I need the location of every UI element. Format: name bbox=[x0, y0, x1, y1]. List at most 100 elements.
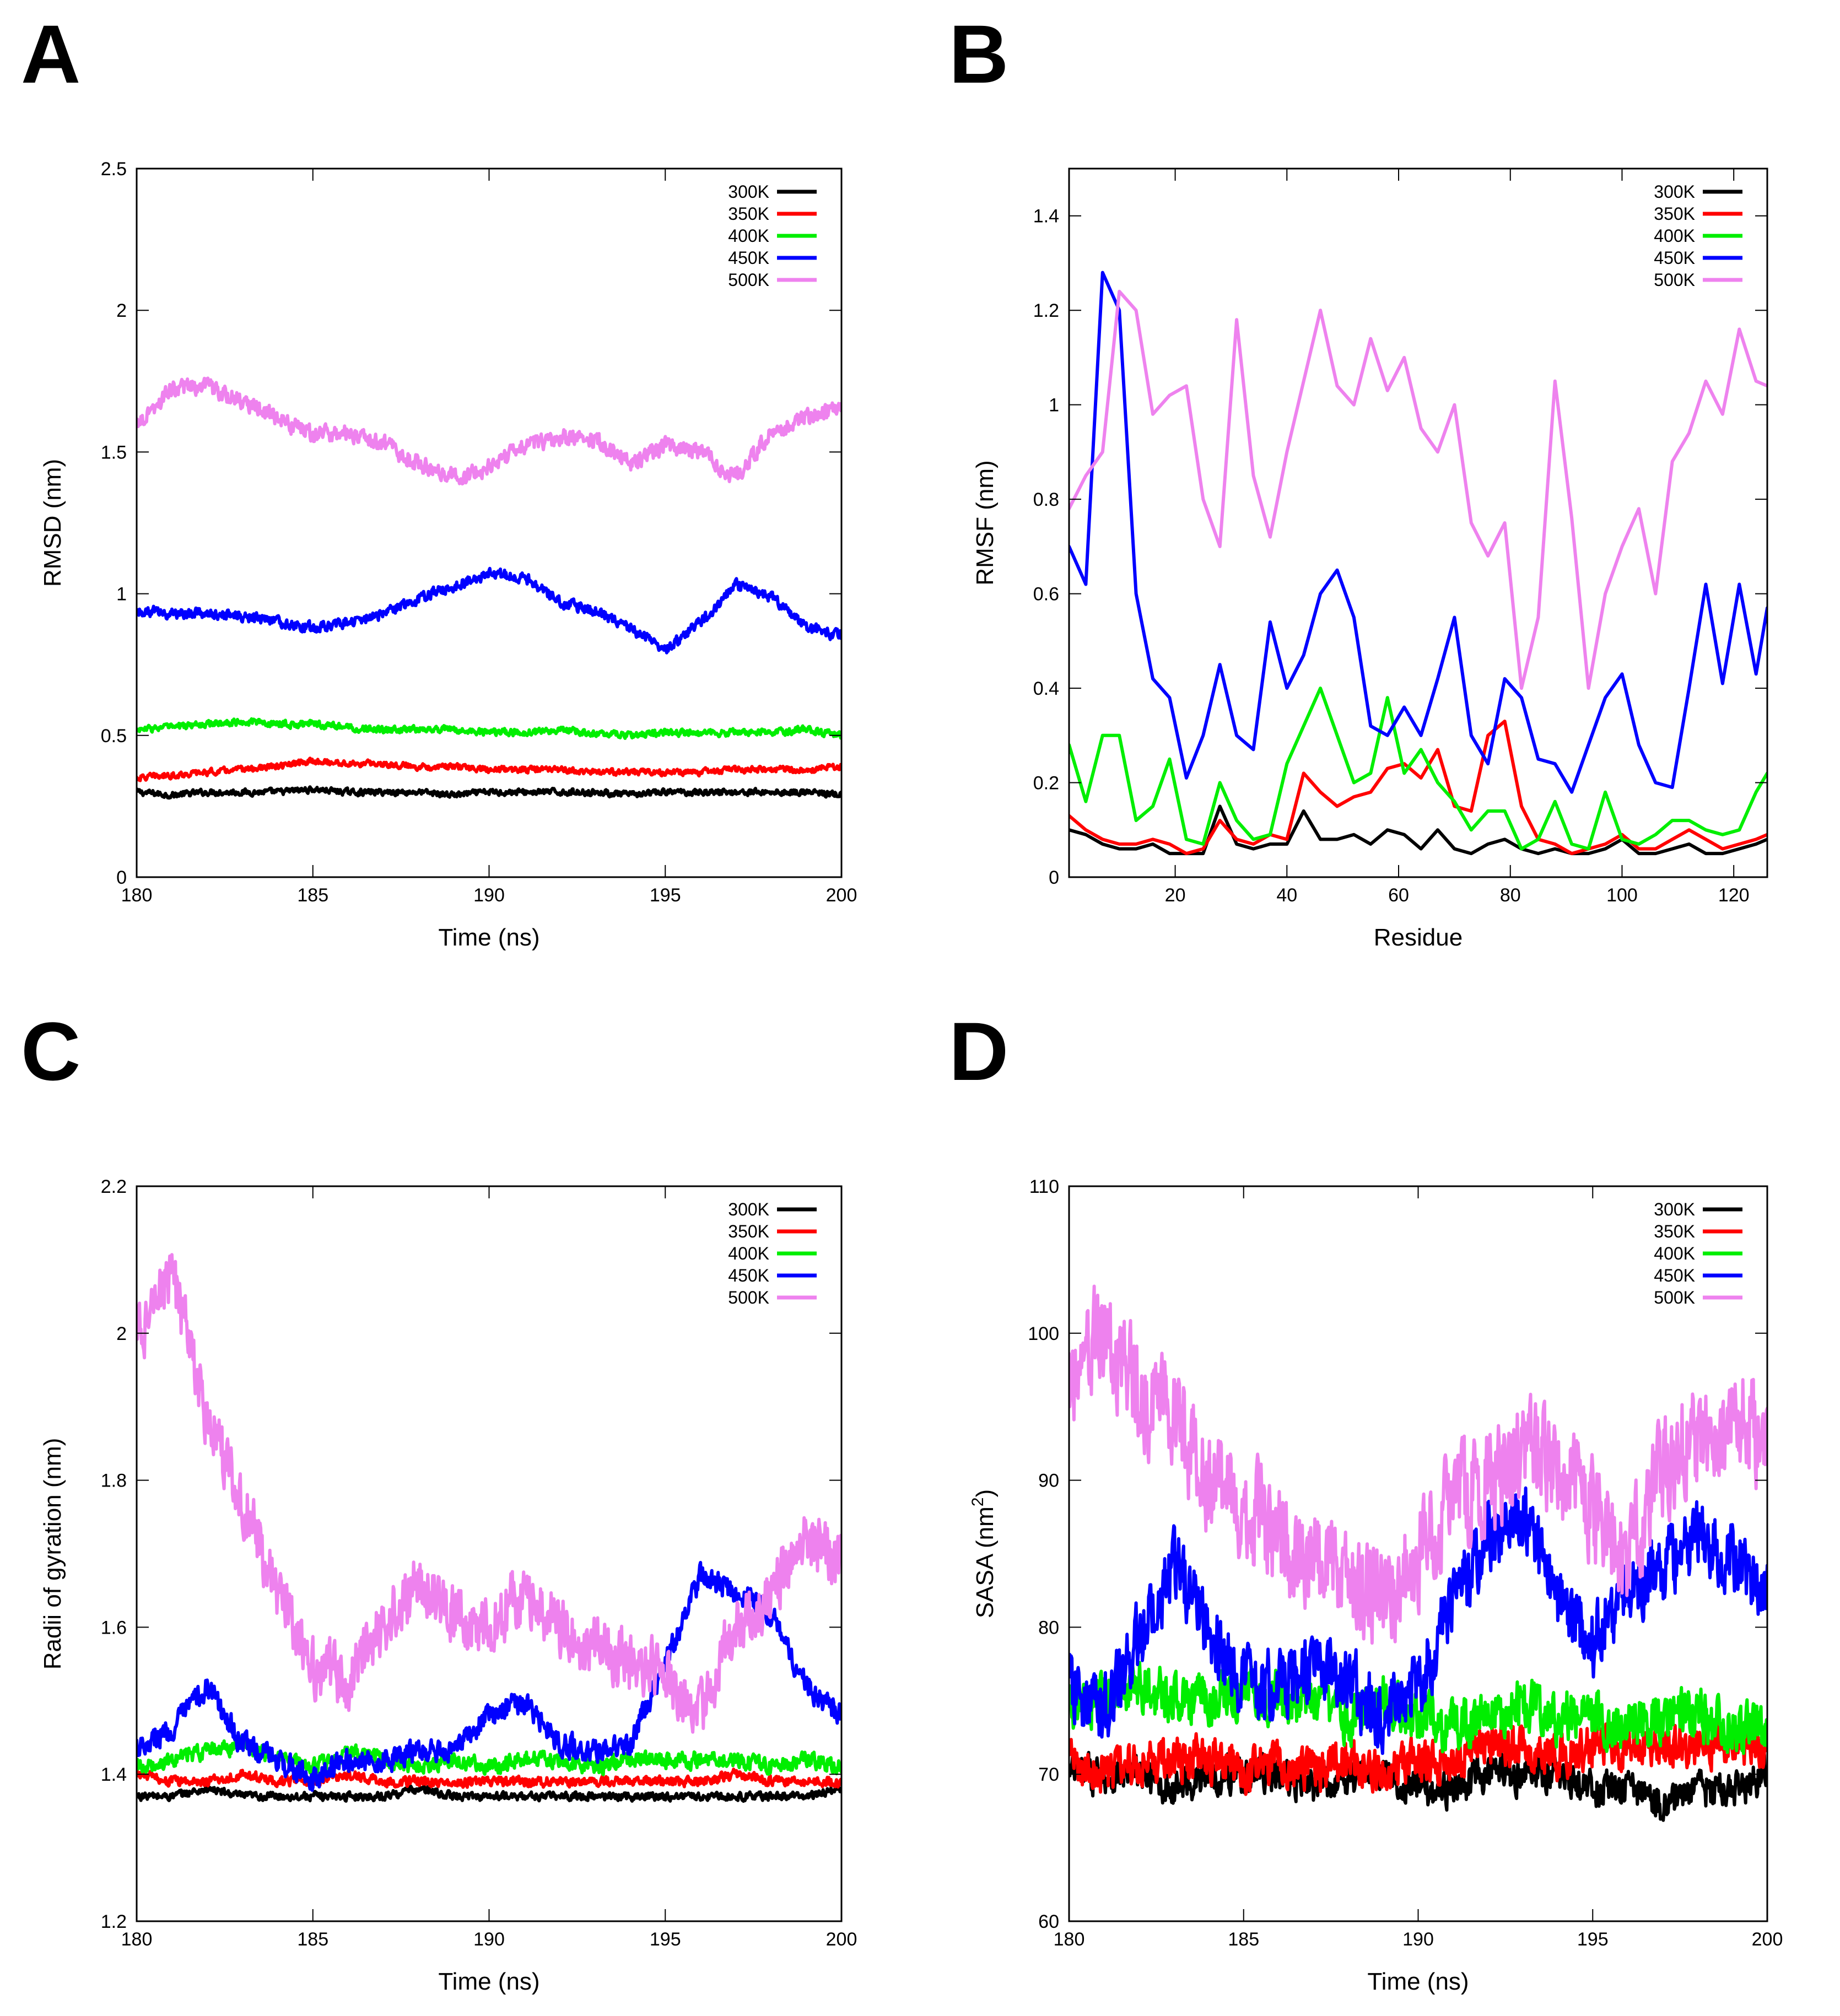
y-tick-label: 1.4 bbox=[1033, 206, 1059, 227]
y-tick-label: 2.5 bbox=[101, 159, 127, 180]
y-axis-title-text: RMSF (nm) bbox=[972, 460, 999, 585]
plot-traces bbox=[1069, 271, 1767, 856]
y-tick-label: 1.8 bbox=[101, 1471, 127, 1491]
panel-c: C 180 185 190 195 200 1.2 1.4 1.6 1.8 2 2.2 Time (n… bbox=[21, 1005, 857, 1995]
legend-label: 450K bbox=[728, 248, 769, 268]
legend-label: 350K bbox=[728, 1222, 769, 1241]
legend-label: 350K bbox=[1654, 204, 1695, 224]
plot-frame bbox=[1068, 167, 1768, 878]
y-tick-label: 0 bbox=[1049, 867, 1059, 888]
x-axis-title: Time (ns) bbox=[1367, 1968, 1469, 1995]
y-axis-title-text: SASA (nm bbox=[972, 1506, 999, 1618]
legend-entry-500k: 500K bbox=[1654, 1288, 1742, 1307]
series-line-450k bbox=[137, 566, 841, 655]
y-tick-label: 90 bbox=[1038, 1471, 1059, 1491]
legend-entry-300k: 300K bbox=[1654, 1199, 1742, 1219]
y-axis-title-superscript: 2 bbox=[969, 1498, 987, 1507]
series-line-500k bbox=[1069, 1284, 1767, 1645]
legend-entry-300k: 300K bbox=[728, 182, 817, 202]
x-tick-label: 190 bbox=[473, 885, 505, 906]
series-line-450k bbox=[137, 1561, 841, 1792]
legend-label: 500K bbox=[1654, 1288, 1695, 1307]
x-tick-label: 190 bbox=[1402, 1929, 1434, 1950]
y-axis-title: RMSD (nm) bbox=[39, 459, 66, 587]
y-tick-label: 1.2 bbox=[101, 1911, 127, 1932]
x-tick-label: 180 bbox=[121, 885, 153, 906]
panel-d: D 180 185 190 195 200 60 70 80 90 100 110 Time (ns)… bbox=[949, 1005, 1783, 1995]
y-tick-label: 0.5 bbox=[101, 726, 127, 747]
y-axis-title: RMSF (nm) bbox=[972, 460, 999, 585]
legend-label: 500K bbox=[728, 1288, 769, 1307]
y-tick-label: 2 bbox=[116, 1323, 127, 1344]
legend-entry-350k: 350K bbox=[728, 204, 817, 224]
plot-traces bbox=[137, 1253, 841, 1803]
panel-letter-c: C bbox=[21, 1005, 80, 1098]
legend-entry-400k: 400K bbox=[728, 1244, 817, 1263]
y-tick-label: 1.2 bbox=[1033, 300, 1059, 321]
legend-entry-300k: 300K bbox=[728, 1199, 817, 1219]
legend-entry-450k: 450K bbox=[1654, 248, 1742, 268]
x-tick-label: 195 bbox=[650, 1929, 681, 1950]
y-tick-label: 60 bbox=[1038, 1911, 1059, 1932]
y-axis-title-text: Radii of gyration (nm) bbox=[39, 1438, 66, 1670]
series-line-300k bbox=[137, 1784, 841, 1803]
x-axis-title: Residue bbox=[1374, 924, 1463, 951]
chart-b: 20 40 60 80 100 120 0 0.2 0.4 0.6 0.8 1 1.2 1.4 Residu… bbox=[972, 167, 1768, 951]
legend-label: 400K bbox=[1654, 226, 1695, 246]
legend-label: 500K bbox=[728, 270, 769, 290]
y-tick-label: 0.8 bbox=[1033, 489, 1059, 510]
y-tick-label: 80 bbox=[1038, 1617, 1059, 1638]
y-tick-label: 0 bbox=[116, 867, 127, 888]
x-tick-label: 200 bbox=[826, 885, 857, 906]
x-tick-label: 185 bbox=[297, 1929, 328, 1950]
y-tick-label: 1.6 bbox=[101, 1617, 127, 1638]
series-line-500k bbox=[137, 1253, 841, 1734]
legend-label: 500K bbox=[1654, 270, 1695, 290]
legend-entry-450k: 450K bbox=[728, 248, 817, 268]
x-tick-label: 195 bbox=[1577, 1929, 1609, 1950]
series-line-500k bbox=[137, 376, 841, 486]
plot-traces bbox=[1069, 1284, 1767, 1822]
legend-label: 300K bbox=[1654, 182, 1695, 202]
legend-label: 450K bbox=[1654, 248, 1695, 268]
x-tick-label: 180 bbox=[1054, 1929, 1085, 1950]
legend-entry-400k: 400K bbox=[1654, 1244, 1742, 1263]
y-axis-title-text: RMSD (nm) bbox=[39, 459, 66, 587]
panel-letter-a: A bbox=[21, 8, 80, 100]
x-axis-title: Time (ns) bbox=[438, 924, 539, 951]
legend-entry-450k: 450K bbox=[728, 1266, 817, 1285]
y-axis-title-suffix: ) bbox=[972, 1489, 999, 1498]
legend-label: 400K bbox=[728, 226, 769, 246]
y-axis-title: SASA (nm2) bbox=[969, 1489, 999, 1618]
chart-d: 180 185 190 195 200 60 70 80 90 100 110 Time (ns) SA… bbox=[969, 1176, 1783, 1995]
y-tick-label: 2 bbox=[116, 300, 127, 321]
series-line-450k bbox=[1069, 271, 1767, 794]
x-tick-label: 100 bbox=[1606, 885, 1638, 906]
legend-label: 300K bbox=[1654, 1199, 1695, 1219]
legend-entry-500k: 500K bbox=[1654, 270, 1742, 290]
x-tick-label: 60 bbox=[1388, 885, 1409, 906]
y-tick-label: 1 bbox=[1049, 395, 1059, 416]
x-tick-label: 120 bbox=[1718, 885, 1750, 906]
y-tick-label: 1.5 bbox=[101, 442, 127, 463]
legend-label: 400K bbox=[728, 1244, 769, 1263]
panel-letter-b: B bbox=[949, 8, 1008, 100]
legend: 300K 350K 400K 450K 500K bbox=[728, 1199, 817, 1307]
series-line-350k bbox=[137, 756, 841, 782]
x-tick-label: 40 bbox=[1276, 885, 1297, 906]
legend-entry-400k: 400K bbox=[1654, 226, 1742, 246]
legend-label: 450K bbox=[1654, 1266, 1695, 1285]
legend-entry-350k: 350K bbox=[1654, 204, 1742, 224]
series-line-350k bbox=[137, 1768, 841, 1789]
legend-entry-500k: 500K bbox=[728, 1288, 817, 1307]
panel-a: A 180 185 190 195 200 0 0.5 1 1.5 2 2.5 Time (ns) RM… bbox=[21, 8, 857, 951]
legend-label: 400K bbox=[1654, 1244, 1695, 1263]
x-tick-label: 200 bbox=[826, 1929, 857, 1950]
y-tick-label: 100 bbox=[1028, 1323, 1059, 1344]
legend-entry-400k: 400K bbox=[728, 226, 817, 246]
y-tick-label: 1 bbox=[116, 584, 127, 605]
